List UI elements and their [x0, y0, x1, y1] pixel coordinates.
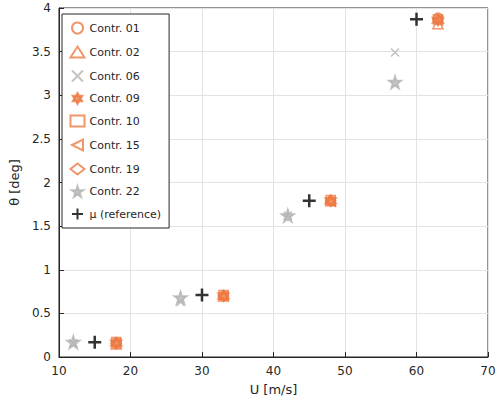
svg-text:10: 10 [51, 364, 66, 378]
svg-text:μ (reference): μ (reference) [90, 208, 162, 221]
svg-text:Contr. 22: Contr. 22 [90, 185, 140, 198]
svg-text:0: 0 [43, 350, 51, 364]
svg-text:1.5: 1.5 [32, 219, 51, 233]
svg-text:70: 70 [480, 364, 495, 378]
svg-text:2.5: 2.5 [32, 132, 51, 146]
svg-text:60: 60 [409, 364, 424, 378]
svg-text:50: 50 [337, 364, 352, 378]
svg-text:Contr. 02: Contr. 02 [90, 46, 140, 59]
svg-text:3: 3 [43, 88, 51, 102]
svg-text:Contr. 01: Contr. 01 [90, 22, 140, 35]
svg-text:U [m/s]: U [m/s] [250, 382, 298, 397]
svg-text:2: 2 [43, 176, 51, 190]
svg-text:20: 20 [123, 364, 138, 378]
svg-text:Contr. 15: Contr. 15 [90, 139, 140, 152]
svg-text:Contr. 10: Contr. 10 [90, 115, 140, 128]
svg-text:Contr. 09: Contr. 09 [90, 92, 140, 105]
svg-text:4: 4 [43, 1, 51, 15]
svg-text:40: 40 [266, 364, 281, 378]
svg-text:30: 30 [194, 364, 209, 378]
svg-text:1: 1 [43, 263, 51, 277]
svg-text:θ [deg]: θ [deg] [7, 159, 22, 206]
svg-text:Contr. 06: Contr. 06 [90, 70, 140, 83]
svg-text:3.5: 3.5 [32, 45, 51, 59]
svg-text:Contr. 19: Contr. 19 [90, 163, 140, 176]
svg-text:0.5: 0.5 [32, 306, 51, 320]
